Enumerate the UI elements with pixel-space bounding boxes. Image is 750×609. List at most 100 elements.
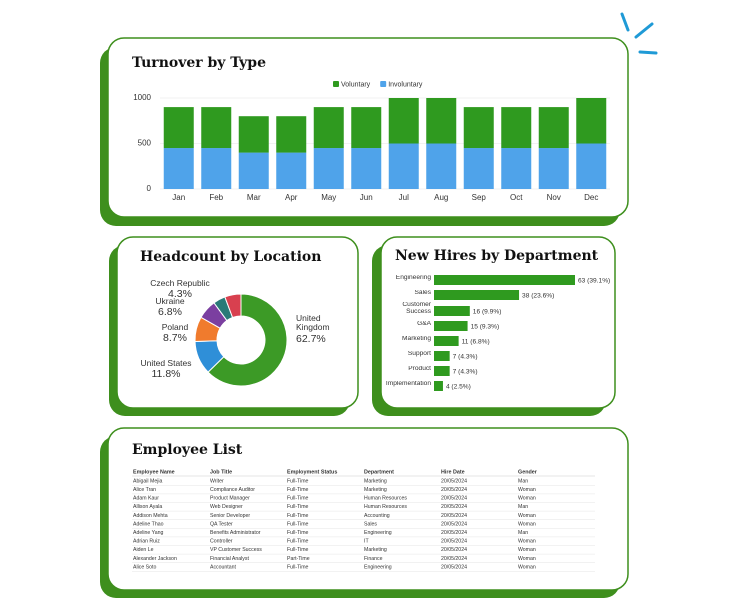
table-cell: Controller (210, 539, 233, 545)
y-tick-label: 1000 (133, 93, 151, 102)
table-cell: Adam Kaur (133, 496, 159, 502)
table-cell: 20/05/2024 (441, 556, 467, 562)
table-cell: Full-Time (287, 478, 309, 484)
table-cell: Part-Time (287, 556, 310, 562)
bar-segment (313, 148, 344, 189)
y-tick-label-box: Support (407, 351, 431, 357)
bar-segment (538, 148, 569, 189)
table-cell: Alexander Jackson (133, 556, 177, 562)
bar-segment (351, 107, 382, 149)
donut-slice (207, 293, 288, 387)
bar (434, 366, 450, 376)
slice-value-box: 62.7% (296, 334, 326, 345)
table-cell: Full-Time (287, 504, 309, 510)
bar-segment (201, 107, 232, 149)
slice-label: Czech Republic (150, 279, 210, 288)
bar-segment (538, 107, 569, 149)
table-cell: Full-Time (287, 547, 309, 553)
table-cell: Alice Soto (133, 564, 156, 570)
table-cell: 20/05/2024 (441, 504, 467, 510)
table-cell: Man (518, 478, 528, 484)
bar-segment (463, 107, 494, 149)
chart-title: Turnover by Type (132, 55, 266, 71)
table-cell: QA Tester (210, 521, 233, 527)
table-header: Job Title (210, 469, 232, 475)
table-cell: Full-Time (287, 513, 309, 519)
x-tick-label: Jul (399, 193, 409, 202)
bar-segment (201, 148, 232, 189)
y-tick-label-box: Sales (414, 290, 432, 296)
table-cell: Full-Time (287, 530, 309, 536)
bar-segment (313, 107, 344, 149)
table-cell: Human Resources (364, 496, 407, 502)
data-label: 38 (23.6%) (522, 292, 554, 299)
y-tick-label: Sales (414, 290, 432, 296)
slice-value-box: 8.7% (163, 333, 187, 344)
y-tick-label: Engineering (395, 275, 431, 281)
x-tick-label: Mar (247, 193, 261, 202)
legend-swatch (333, 81, 339, 87)
data-label: 63 (39.1%) (578, 277, 610, 284)
table-cell: Product Manager (210, 496, 250, 502)
y-tick-label-box: Customer Success (402, 302, 431, 315)
slice-label-box: Poland (162, 323, 188, 331)
y-tick-label: Customer Success (402, 302, 431, 315)
data-label: 7 (4.3%) (453, 353, 478, 360)
bar (434, 351, 450, 361)
card (116, 236, 359, 409)
bar-segment (163, 107, 194, 149)
data-label: 7 (4.3%) (453, 368, 478, 375)
y-tick-label: Product (408, 366, 431, 372)
legend-label: Voluntary (341, 81, 371, 88)
bar (434, 290, 520, 300)
table-cell: Woman (518, 513, 536, 519)
table-cell: Addison Mehta (133, 513, 168, 519)
x-tick-label: Jan (172, 193, 185, 202)
table-cell: 20/05/2024 (441, 530, 467, 536)
y-tick-label-box: Marketing (402, 336, 431, 342)
table-cell: Allison Ayala (133, 504, 162, 510)
x-tick-label: Dec (584, 193, 598, 202)
bar (434, 336, 459, 346)
y-tick-label-box: Product (408, 366, 431, 372)
table-header: Department (364, 469, 394, 475)
x-tick-label: Feb (209, 193, 223, 202)
table-cell: Engineering (364, 564, 392, 570)
data-label: 15 (9.3%) (471, 323, 500, 330)
bar (434, 306, 470, 316)
x-tick-label: Sep (472, 193, 487, 202)
table-cell: VP Customer Success (210, 547, 262, 553)
table-cell: Woman (518, 539, 536, 545)
bar (434, 275, 575, 285)
table-cell: Finance (364, 556, 383, 562)
bar-segment (426, 143, 457, 189)
bar-segment (163, 148, 194, 189)
slice-label-box: United States (140, 359, 191, 367)
table-cell: Woman (518, 487, 536, 493)
table-cell: Woman (518, 556, 536, 562)
table-cell: Aiden Le (133, 547, 154, 553)
table-cell: Full-Time (287, 496, 309, 502)
bar-segment (276, 116, 307, 153)
x-tick-label: Nov (547, 193, 561, 202)
slice-label-box: Czech Republic (150, 279, 210, 288)
table-cell: Alice Tran (133, 487, 156, 493)
table-cell: 20/05/2024 (441, 478, 467, 484)
table-cell: 20/05/2024 (441, 487, 467, 493)
bar-segment (351, 148, 382, 189)
y-tick-label: G&A (417, 321, 431, 327)
y-tick-label: Implementation (385, 381, 431, 387)
x-tick-label: Apr (285, 193, 298, 202)
bar-segment (501, 148, 532, 189)
table-cell: 20/05/2024 (441, 547, 467, 553)
bar-segment (576, 98, 607, 144)
y-tick-label: Support (407, 351, 431, 357)
table-cell: Adeline Thao (133, 521, 164, 527)
slice-label: United Kingdom (296, 314, 330, 332)
y-tick-label: 500 (138, 139, 152, 148)
table-cell: Benefits Administrator (210, 530, 261, 536)
table-cell: Woman (518, 521, 536, 527)
bar-segment (238, 116, 269, 153)
table-cell: Marketing (364, 478, 387, 484)
slice-value-box: 6.8% (158, 307, 182, 318)
